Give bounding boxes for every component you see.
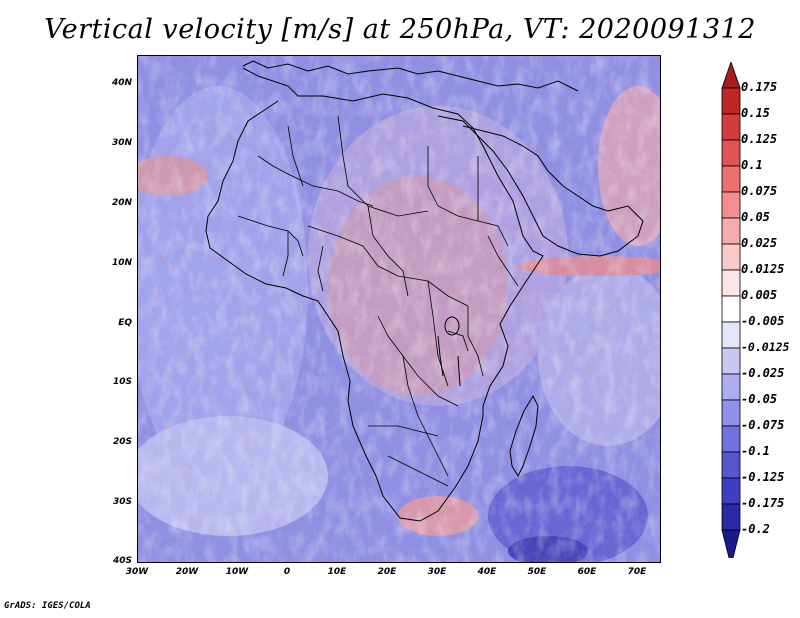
lakes <box>437 316 461 387</box>
colorbar-label: -0.025 <box>741 366 785 380</box>
colorbar-swatch <box>721 243 741 271</box>
colorbar-swatch <box>721 399 741 427</box>
colorbar-swatch <box>721 87 741 115</box>
colorbar-swatch <box>721 503 741 531</box>
lon-label-20e: 20E <box>377 567 397 577</box>
colorbar-swatch <box>721 529 741 558</box>
lon-label-30e: 30E <box>427 567 447 577</box>
lat-label-30n: 30N <box>111 138 132 148</box>
colorbar-swatch <box>721 62 741 89</box>
colorbar-label: 0.1 <box>741 158 763 172</box>
colorbar-swatch <box>721 269 741 297</box>
colorbar-label: 0.075 <box>741 184 778 198</box>
lat-label-40s: 40S <box>112 556 132 566</box>
colorbar-swatch <box>721 425 741 453</box>
field-texture-red <box>138 56 660 562</box>
velocity-field-canvas <box>138 56 660 562</box>
lon-label-70e: 70E <box>627 567 647 577</box>
colorbar-label: -0.125 <box>741 470 785 484</box>
colorbar-swatch <box>721 477 741 505</box>
map-title: Vertical velocity [m/s] at 250hPa, VT: 2… <box>44 14 756 45</box>
colorbar-swatch <box>721 373 741 401</box>
lon-label-20w: 20W <box>175 567 199 577</box>
lon-label-10w: 10W <box>225 567 249 577</box>
lon-label-50e: 50E <box>527 567 547 577</box>
colorbar-label: 0.0125 <box>741 262 785 276</box>
lat-label-10s: 10S <box>112 377 132 387</box>
lon-label-30w: 30W <box>125 567 149 577</box>
colorbar-label: 0.175 <box>741 80 778 94</box>
country-borders <box>237 115 519 487</box>
colorbar-label: -0.0125 <box>741 340 790 354</box>
colorbar-swatch <box>721 165 741 193</box>
colorbar-label: -0.2 <box>741 522 770 536</box>
colorbar-label: -0.075 <box>741 418 785 432</box>
colorbar <box>721 62 741 558</box>
colorbar-label: 0.025 <box>741 236 778 250</box>
lat-label-20n: 20N <box>111 198 132 208</box>
colorbar-label: -0.175 <box>741 496 785 510</box>
colorbar-swatch <box>721 139 741 167</box>
lon-label-60e: 60E <box>577 567 597 577</box>
colorbar-swatch <box>721 295 741 323</box>
colorbar-swatch <box>721 347 741 375</box>
coastlines <box>205 60 644 522</box>
colorbar-swatch <box>721 321 741 349</box>
lat-label-eq: EQ <box>118 318 132 328</box>
velocity-field-map <box>137 55 661 563</box>
colorbar-label: 0.15 <box>741 106 770 120</box>
lon-label-40e: 40E <box>477 567 497 577</box>
colorbar-label: 0.125 <box>741 132 778 146</box>
lat-label-40n: 40N <box>111 78 132 88</box>
lat-label-20s: 20S <box>112 437 132 447</box>
colorbar-label: 0.005 <box>741 288 778 302</box>
colorbar-label: -0.005 <box>741 314 785 328</box>
grads-credit: GrADS: IGES/COLA <box>4 601 91 611</box>
colorbar-label: -0.05 <box>741 392 778 406</box>
lon-label-0: 0 <box>283 567 291 577</box>
lon-label-10e: 10E <box>327 567 347 577</box>
colorbar-swatch <box>721 451 741 479</box>
lat-label-10n: 10N <box>111 258 132 268</box>
colorbar-swatch <box>721 191 741 219</box>
colorbar-swatch <box>721 113 741 141</box>
lat-label-30s: 30S <box>112 497 132 507</box>
colorbar-label: 0.05 <box>741 210 770 224</box>
colorbar-label: -0.1 <box>741 444 770 458</box>
colorbar-swatch <box>721 217 741 245</box>
